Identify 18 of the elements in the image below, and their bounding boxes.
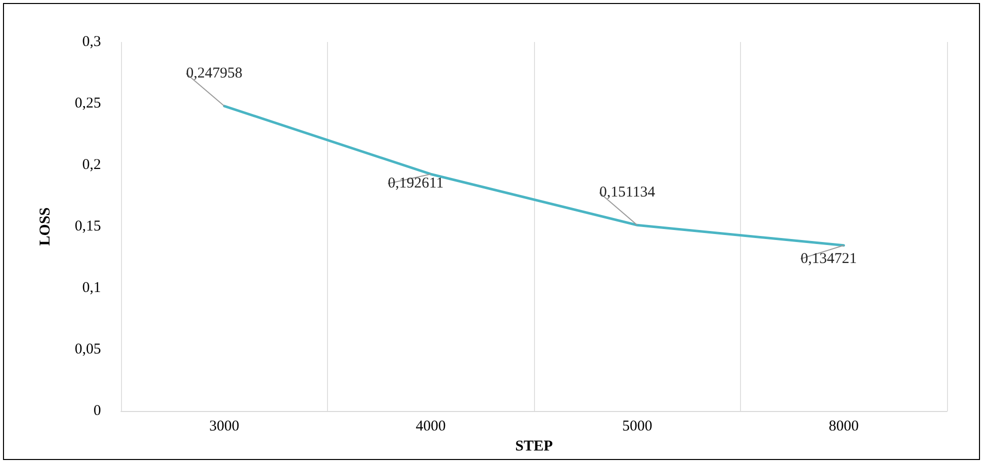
x-axis-title: STEP [515,438,553,454]
y-tick-label: 0,25 [74,96,101,112]
x-tick-label: 4000 [416,418,446,435]
y-tick-label: 0,1 [82,280,101,296]
y-tick-label: 0,05 [74,342,101,358]
data-label: 0,247958 [186,66,242,82]
y-tick-label: 0 [94,403,101,420]
line-series [223,104,845,247]
x-tick-label: 3000 [209,418,240,435]
data-label: 0,151134 [599,184,656,201]
y-tick-label: 0,3 [82,34,101,50]
data-label: 0,134721 [800,250,857,267]
x-tick-label: 8000 [828,418,859,435]
x-tick-label: 5000 [622,418,652,435]
y-axis-title: LOSS [38,207,54,246]
data-label: 0,192611 [388,176,444,192]
y-tick-label: 0,15 [74,218,101,235]
y-tick-label: 0,2 [82,157,101,174]
